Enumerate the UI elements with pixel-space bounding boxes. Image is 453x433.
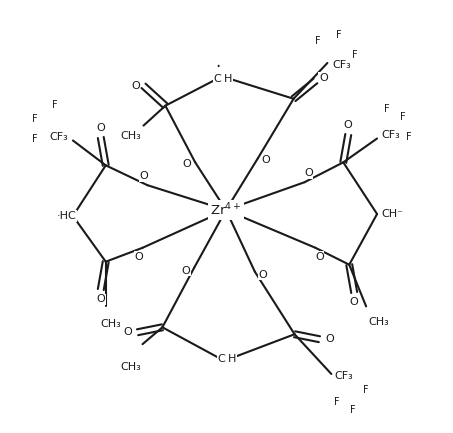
Text: O: O	[350, 297, 359, 307]
Text: F: F	[363, 385, 369, 395]
Text: O: O	[315, 252, 324, 262]
Text: CH⁻: CH⁻	[381, 209, 403, 219]
Text: CF₃: CF₃	[50, 132, 68, 142]
Text: CH₃: CH₃	[100, 319, 121, 330]
Text: O: O	[183, 159, 192, 169]
Text: F: F	[400, 112, 406, 122]
Text: H: H	[224, 74, 232, 84]
Text: C: C	[213, 74, 221, 84]
Text: F: F	[351, 405, 356, 415]
Text: O: O	[134, 252, 143, 262]
Text: CF₃: CF₃	[334, 371, 352, 381]
Text: O: O	[139, 171, 148, 181]
Text: O: O	[319, 73, 328, 83]
Text: O: O	[96, 294, 105, 304]
Text: O: O	[258, 270, 267, 280]
Text: O: O	[123, 327, 132, 337]
Text: ·: ·	[216, 58, 221, 76]
Text: CF₃: CF₃	[332, 60, 351, 70]
Text: F: F	[32, 113, 38, 124]
Text: CH₃: CH₃	[120, 130, 141, 141]
Text: CH₃: CH₃	[120, 362, 141, 372]
Text: F: F	[406, 132, 412, 142]
Text: F: F	[337, 30, 342, 40]
Text: H: H	[228, 354, 236, 364]
Text: F: F	[52, 100, 58, 110]
Text: C: C	[217, 354, 225, 364]
Text: ·HC: ·HC	[57, 211, 77, 221]
Text: F: F	[384, 103, 390, 114]
Text: F: F	[32, 133, 38, 143]
Text: O: O	[131, 81, 140, 91]
Text: CH₃: CH₃	[369, 317, 390, 327]
Text: O: O	[96, 123, 105, 132]
Text: O: O	[304, 168, 313, 178]
Text: F: F	[352, 50, 358, 60]
Text: O: O	[261, 155, 270, 165]
Text: O: O	[182, 266, 191, 276]
Text: O: O	[325, 334, 334, 344]
Text: Zr$^{4+}$: Zr$^{4+}$	[211, 202, 241, 218]
Text: CF₃: CF₃	[381, 129, 400, 139]
Text: F: F	[333, 397, 339, 407]
Text: O: O	[344, 120, 352, 129]
Text: F: F	[315, 36, 320, 46]
